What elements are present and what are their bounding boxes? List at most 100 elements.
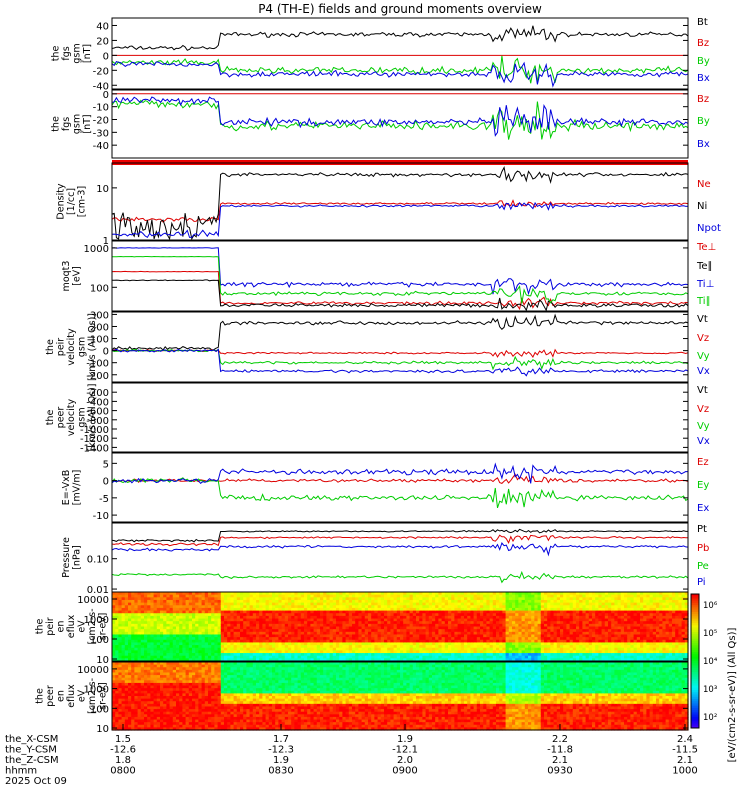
colorbar-label: 10⁶ [703,601,718,611]
y-tick-label: -600 [86,407,109,418]
legend-Vt: Vt [697,385,708,396]
series-Npot [111,201,689,238]
footer-tick-label: 2.1 [552,755,568,766]
y-tick-label: 0.10 [87,555,109,566]
legend-Bx: Bx [697,139,710,150]
panel-frame [111,240,689,312]
footer-tick-label: 1.8 [115,755,131,766]
colorbar-label: 10³ [703,685,717,695]
footer-tick-label: -11.8 [547,745,573,756]
series-Vx [111,348,689,377]
y-axis-label: E=-VxB[mV/m] [61,470,83,506]
legend-Te⊥: Te⊥ [696,242,716,253]
series-Te⊥ [111,270,689,311]
series-Bx [111,96,689,137]
y-axis-label: moqt3[eV] [61,261,83,292]
footer-tick-label: 1.9 [273,755,289,766]
y-axis-label: thepeervelocitygsm[km/s (All Qs)] [45,384,98,452]
colorbar: [eV/(cm2-s-sr-eV)] (All Qs)] 10⁶ 10⁵ 10⁴ 10… [690,593,738,762]
y-tick-label: 0 [103,51,109,62]
footer-tick-label: 2.1 [677,755,693,766]
y-tick-label: -10 [93,103,109,114]
footer-tick-label: -12.3 [268,745,294,756]
y-axis-label: thepeirvelocitygsm[km/s (All Qs)] [45,313,98,381]
legend-Vx: Vx [697,436,710,447]
footer-tick-label: 1000 [672,766,697,777]
series-By [111,99,689,140]
series-Pe [111,570,689,584]
colorbar-label: 10² [703,713,717,723]
y-tick-label: -1400 [80,443,109,454]
series-Ti⊥ [111,247,689,296]
series-Ey [111,477,689,509]
y-tick-label: 100 [90,635,109,646]
footer-row-label: hhmm [5,766,37,777]
y-tick-label: 1000 [84,615,109,626]
legend-Ey: Ey [697,480,709,491]
footer-tick-label: 0830 [268,766,293,777]
y-tick-label: 200 [90,322,109,333]
y-tick-label: 10 [96,184,109,195]
y-tick-label: 1 [103,236,109,247]
series-Te∥ [111,279,689,312]
footer-row-label: the_Z-CSM [5,755,59,766]
series-Ne [111,199,689,223]
y-tick-label: 10000 [77,665,109,676]
legend-Ex: Ex [697,503,709,514]
legend-By: By [697,116,710,127]
series-Ni [111,166,689,241]
series-Bt [111,25,689,51]
footer-row-label: the_Y-CSM [5,745,57,756]
legend-Vx: Vx [697,366,710,377]
y-tick-label: 1000 [84,244,109,255]
legend-Vy: Vy [697,351,710,362]
legend-Vy: Vy [697,421,710,432]
y-axis-label: thepeerenefluxeV[cm2-s-sr-eV] [35,678,109,714]
panel-9: 10000 1000 100 10 thepeirenefluxeV[cm2-s-sr-… [35,591,689,666]
legend-Bz: Bz [697,38,709,49]
y-tick-label: 0 [103,90,109,101]
legend-Pt: Pt [697,524,707,535]
series-By [111,55,689,84]
series-Bx [111,61,689,88]
y-tick-label: 0 [103,347,109,358]
y-tick-label: 20 [96,36,109,47]
panels: BtBzByBx40200-20-40thefgsgsm[nT]BzByBx0-… [35,17,721,735]
footer-tick-label: -12.6 [110,745,136,756]
legend-Pb: Pb [697,543,709,554]
legend-Vz: Vz [697,404,709,415]
y-tick-label: -200 [86,371,109,382]
y-tick-label: -400 [86,397,109,408]
footer-tick-label: 0900 [392,766,417,777]
panel-frame [111,452,689,523]
series-Pi [111,541,689,557]
y-tick-label: -20 [93,66,109,77]
series-Pb [111,534,689,547]
panel-7: Ez Ey Ex 5 0 -5 -10 E=-VxB[mV/m] [61,452,709,523]
series-Ex [111,462,689,484]
y-tick-label: -10 [93,511,109,522]
panel-1: Bt Bz By Bx 40 20 0 -20 -40 thefgsgsm[nT] [50,17,710,92]
y-tick-label: -200 [86,388,109,399]
colorbar-label: 10⁴ [703,657,718,667]
panel-frame [111,162,689,241]
y-axis-label: thepeirenefluxeV[cm2-s-sr-eV] [35,608,109,644]
y-tick-label: 100 [90,335,109,346]
panel-8: Pt Pb Pe Pi 0.10 0.01 Pressure[nPa] [61,522,709,596]
legend-Ti⊥: Ti⊥ [696,279,714,290]
y-axis-label: thefgsgsm[nT] [50,114,93,134]
colorbar-frame [690,593,700,729]
footer-tick-label: 0930 [547,766,572,777]
legend-Bt: Bt [697,17,708,28]
legend-Ne: Ne [697,179,711,190]
footer-tick-label: 1.7 [273,734,289,745]
colorbar-title: [eV/(cm2-s-sr-eV)] (All Qs)] [727,627,738,762]
footer-tick-label: 1.9 [397,734,413,745]
panel-4: Te⊥ Te∥ Ti⊥ Ti∥ 1000 100 moqt3[eV] [61,240,716,312]
panel-frame [111,17,689,90]
y-tick-label: 300 [90,310,109,321]
y-tick-label: -20 [93,116,109,127]
